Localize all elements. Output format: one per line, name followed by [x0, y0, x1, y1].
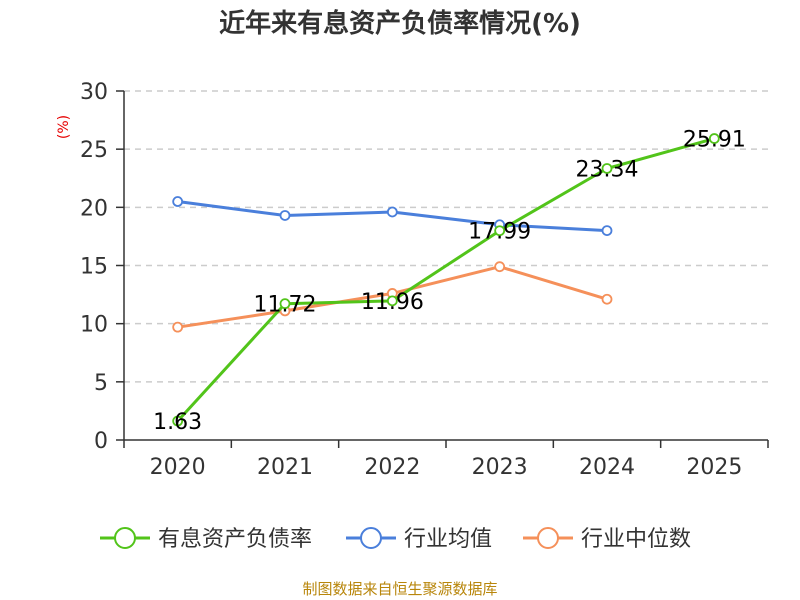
series-line-0	[176, 137, 715, 423]
legend-marker	[114, 527, 136, 549]
legend-marker	[537, 527, 559, 549]
x-tick-label: 2024	[579, 455, 635, 480]
data-point-marker	[172, 196, 184, 207]
data-point-marker	[279, 298, 291, 310]
data-point-marker	[386, 206, 398, 218]
legend-label: 行业均值	[404, 527, 492, 552]
data-point-marker	[494, 225, 506, 237]
legend-marker	[360, 527, 382, 549]
data-point-marker	[601, 163, 613, 174]
series-lines	[172, 133, 720, 427]
data-label: 23.34	[576, 157, 639, 182]
data-point-marker	[494, 261, 506, 273]
data-labels: 1.63 11.72 11.96 17.99 23.34 25.91	[153, 128, 746, 435]
data-label: 11.96	[361, 290, 424, 315]
x-tick-label: 2022	[364, 455, 420, 480]
legend: 有息资产负债率 行业均值 行业中位数	[100, 527, 691, 552]
data-label: 25.91	[683, 128, 746, 153]
data-point-marker	[172, 415, 184, 427]
data-point-marker	[172, 321, 184, 333]
x-tick-label: 2025	[686, 455, 742, 480]
y-tick-label: 20	[80, 196, 108, 221]
chart-title: 近年来有息资产负债率情况(%)	[219, 8, 581, 39]
data-point-marker	[386, 295, 398, 307]
legend-label: 行业中位数	[581, 527, 691, 552]
data-label: 1.63	[153, 410, 202, 435]
data-point-marker	[601, 225, 613, 237]
x-tick-label: 2020	[150, 455, 206, 480]
y-axis-unit: (%)	[56, 115, 72, 139]
data-point-marker	[279, 210, 291, 221]
y-tick-label: 25	[80, 138, 108, 163]
legend-label: 有息资产负债率	[158, 527, 312, 552]
y-tick-label: 10	[80, 313, 108, 338]
y-tick-label: 5	[94, 371, 108, 396]
y-tick-label: 0	[94, 429, 108, 454]
y-tick-label: 15	[80, 255, 108, 280]
data-label: 11.72	[254, 293, 317, 318]
y-tick-label: 30	[80, 80, 108, 105]
grid-lines	[124, 90, 768, 383]
data-source-note: 制图数据来自恒生聚源数据库	[302, 580, 497, 598]
x-tick-label: 2023	[472, 455, 528, 480]
x-tick-label: 2021	[257, 455, 313, 480]
data-point-marker	[708, 133, 720, 144]
data-point-marker	[601, 293, 613, 305]
data-label: 17.99	[468, 220, 531, 245]
